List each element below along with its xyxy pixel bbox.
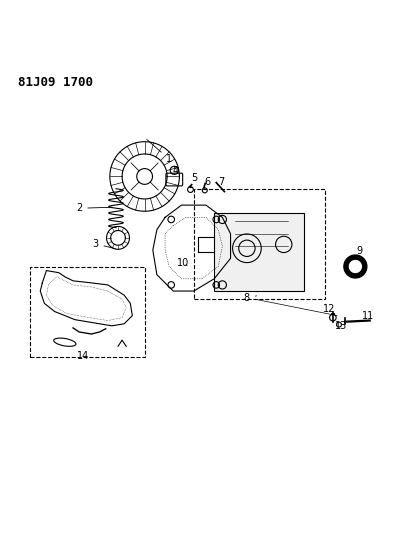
Text: 7: 7	[218, 176, 225, 187]
Text: 14: 14	[77, 351, 89, 361]
Text: 13: 13	[335, 321, 347, 330]
Circle shape	[330, 314, 336, 321]
Text: 10: 10	[178, 259, 190, 269]
Text: 6: 6	[205, 176, 211, 187]
Bar	[194, 189, 325, 299]
Bar	[30, 266, 145, 357]
Text: 3: 3	[92, 239, 115, 249]
Text: 11: 11	[361, 311, 374, 321]
Text: 12: 12	[323, 303, 335, 313]
Text: 2: 2	[76, 203, 112, 213]
Text: 1: 1	[147, 140, 172, 164]
Text: 4: 4	[172, 166, 178, 176]
Text: 5: 5	[192, 173, 198, 183]
Bar	[214, 213, 304, 291]
Text: 81J09 1700: 81J09 1700	[18, 76, 93, 89]
Text: 8: 8	[244, 293, 257, 303]
FancyBboxPatch shape	[166, 173, 183, 186]
Text: 9: 9	[356, 246, 363, 256]
